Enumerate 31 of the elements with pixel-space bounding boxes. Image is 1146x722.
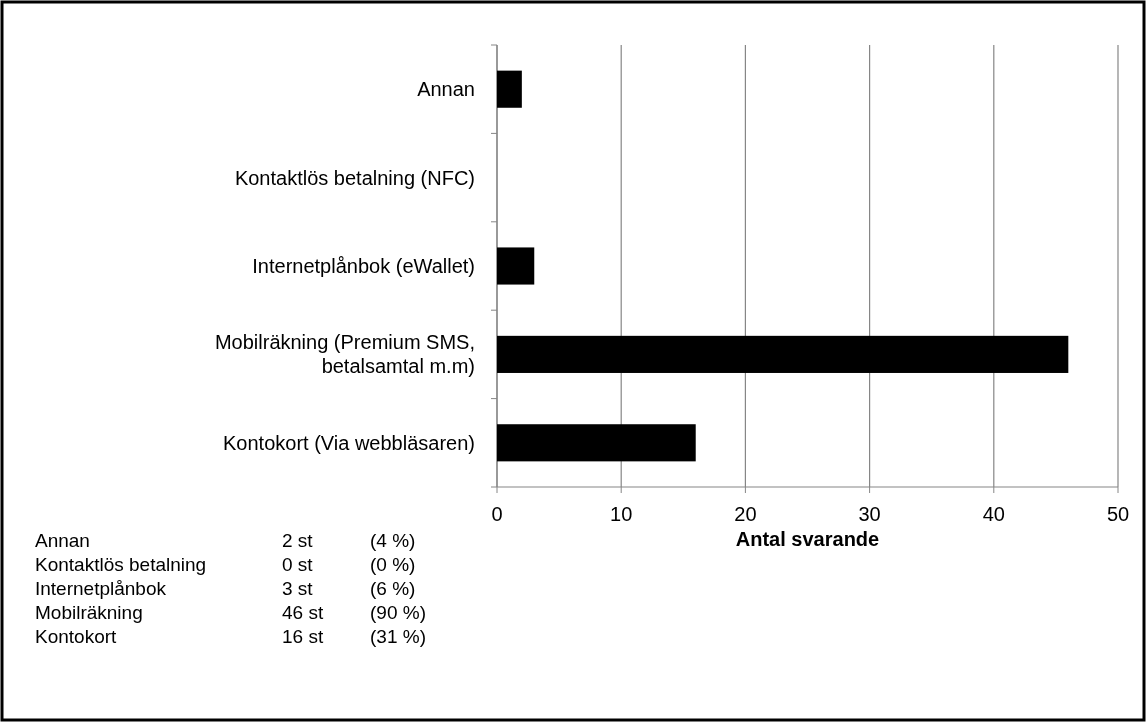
text: 2 st <box>282 530 314 551</box>
bar <box>497 70 522 108</box>
text: 46 st <box>282 602 324 623</box>
y-tick-label: Internetplånbok (eWallet) <box>252 255 475 277</box>
text: 3 st <box>282 578 314 599</box>
x-tick-label: 10 <box>610 503 633 525</box>
y-tick-label: Kontaktlös betalning (NFC) <box>234 166 475 189</box>
bar <box>497 335 1069 373</box>
x-tick-label: 0 <box>491 503 503 525</box>
text: (4 %) <box>370 530 416 551</box>
x-tick-label: 50 <box>1106 503 1130 525</box>
x-axis-title: Antal svarande <box>735 528 880 550</box>
text: (0 %) <box>370 554 416 575</box>
text: 16 st <box>282 626 324 647</box>
y-tick-label: Kontokort (Via webbläsaren) <box>223 431 475 454</box>
y-tick-label: Mobilräkning (Premium SMS, betalsamtal m.m) <box>214 331 475 378</box>
text: Mobilräkning <box>35 602 143 623</box>
y-tick-label: Annan <box>417 78 475 101</box>
x-tick-label: 40 <box>982 503 1005 525</box>
x-tick-label: 30 <box>858 503 881 525</box>
text: (90 %) <box>370 602 426 623</box>
text: (6 %) <box>370 578 416 599</box>
text: 0 st <box>282 554 314 575</box>
x-tick-label: 20 <box>734 503 757 525</box>
bar <box>497 247 535 285</box>
text: Annan <box>35 530 90 551</box>
text: Kontaktlös betalning <box>35 554 207 575</box>
bar <box>497 424 696 462</box>
text: (31 %) <box>370 626 426 647</box>
text: Kontokort <box>35 626 118 647</box>
text: Internetplånbok <box>35 578 167 599</box>
